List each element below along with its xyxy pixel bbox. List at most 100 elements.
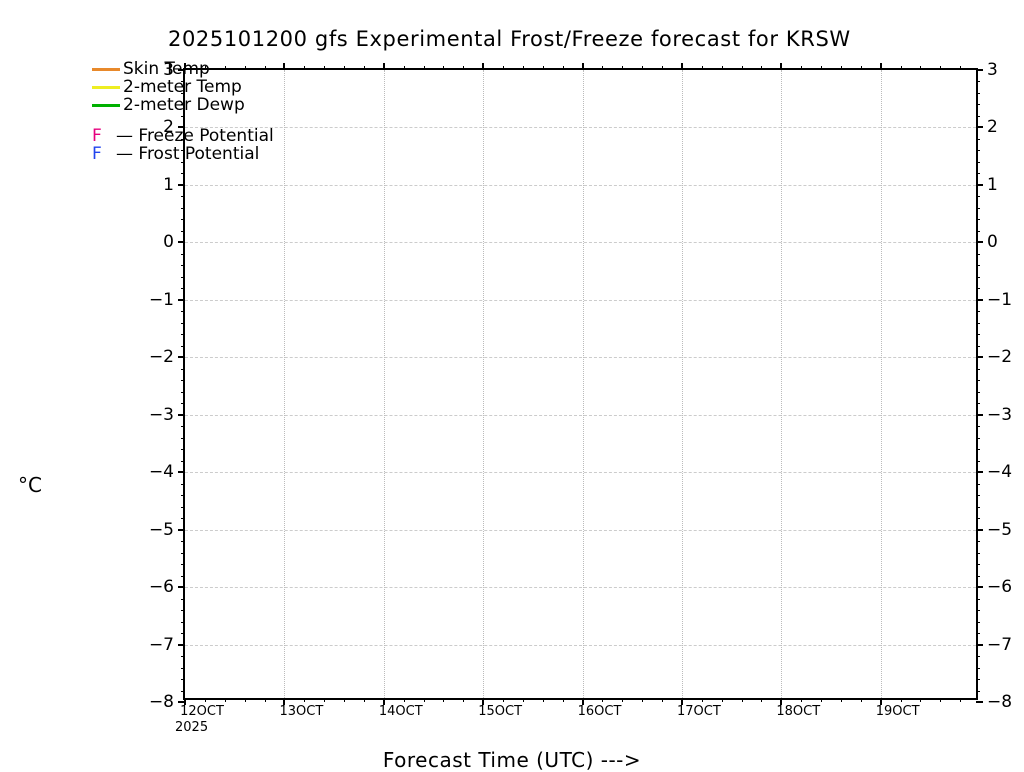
legend-marker-glyph-frost: F: [92, 144, 102, 164]
y-axis-minor-tick: [181, 564, 185, 566]
x-axis-minor-tick: [542, 698, 544, 702]
y-axis-minor-tick: [181, 667, 185, 669]
x-axis-minor-tick: [940, 66, 942, 70]
x-axis-tick: [780, 698, 783, 705]
x-axis-title: Forecast Time (UTC) --->: [382, 748, 642, 772]
legend-marker-glyph-freeze: F: [92, 126, 102, 146]
y-axis-minor-tick: [976, 621, 980, 623]
y-axis-tick-label: 1: [163, 174, 174, 195]
y-axis-minor-tick: [976, 437, 980, 439]
y-axis-minor-tick: [976, 679, 980, 681]
y-axis-minor-tick: [976, 276, 980, 278]
y-axis-minor-tick: [976, 564, 980, 566]
y-axis-tick: [178, 413, 185, 416]
y-axis-minor-tick: [976, 253, 980, 255]
plot-area: 3 2 1 0 −1 −2 −3 −4 −5 −6 −7 −8 3 2 1 0 −1 −2 −3 −4 −5 −6 −7 −…: [149, 60, 1012, 735]
y-axis-minor-tick: [976, 690, 980, 692]
legend-label-freeze-potential: — Freeze Potential: [116, 126, 274, 146]
x-axis-minor-tick: [721, 698, 723, 702]
legend-item-frost-potential: F — Frost Potential: [92, 145, 392, 163]
y-axis-minor-tick: [181, 265, 185, 267]
x-axis-tick-label: 18OCT: [776, 704, 821, 719]
x-axis-minor-tick: [821, 66, 822, 70]
x-axis-minor-tick: [701, 698, 703, 702]
legend-line-swatch-2m-temp: [92, 86, 120, 89]
y-axis-minor-tick: [181, 322, 185, 324]
x-axis-minor-tick: [741, 698, 743, 702]
y-axis-minor-tick: [181, 161, 185, 163]
y-axis-tick-label: 1: [987, 174, 998, 195]
x-axis-minor-tick: [940, 698, 942, 702]
y-axis-tick: [178, 298, 185, 301]
y-axis-minor-tick: [181, 104, 185, 106]
y-axis-minor-tick: [976, 598, 980, 600]
y-axis-title: °C: [18, 473, 42, 497]
x-axis-minor-tick: [562, 66, 564, 70]
y-axis-tick: [976, 69, 983, 71]
y-axis-minor-tick: [181, 207, 185, 209]
x-axis-tick-label: 16OCT: [577, 704, 622, 719]
y-axis-minor-tick: [181, 656, 185, 658]
y-axis-tick: [178, 643, 185, 646]
x-axis-minor-tick: [244, 698, 246, 702]
x-axis-minor-tick: [463, 698, 465, 702]
y-axis-tick-label: −6: [148, 577, 174, 598]
y-axis-minor-tick: [976, 345, 980, 347]
y-axis-tick-label: −8: [148, 692, 174, 712]
y-axis-minor-tick: [976, 161, 980, 163]
x-axis-minor-tick: [423, 66, 425, 70]
y-axis-minor-tick: [976, 656, 980, 658]
y-axis-minor-tick: [181, 575, 185, 577]
y-axis-tick-label: 0: [163, 232, 174, 253]
y-axis-minor-tick: [181, 115, 185, 117]
x-axis-minor-tick: [264, 698, 266, 702]
y-axis-minor-tick: [976, 426, 980, 428]
vertical-gridline: [284, 70, 286, 698]
y-axis-tick-label: −2: [148, 347, 174, 368]
y-axis-tick-label: −1: [987, 289, 1013, 310]
y-axis-minor-tick: [976, 150, 980, 152]
y-axis-tick-label: −6: [987, 577, 1013, 598]
y-axis-minor-tick: [976, 610, 980, 612]
y-axis-minor-tick: [181, 92, 185, 94]
y-axis-minor-tick: [181, 506, 185, 508]
x-axis-minor-tick: [244, 66, 246, 70]
y-axis-minor-tick: [181, 253, 185, 255]
x-axis-minor-tick: [900, 698, 902, 702]
y-axis-minor-tick: [976, 288, 980, 290]
y-axis-minor-tick: [976, 391, 980, 393]
x-axis-tick-label: 17OCT: [676, 704, 721, 719]
chart-title: 2025101200 gfs Experimental Frost/Freeze…: [168, 27, 851, 51]
y-axis-tick-label: −5: [987, 519, 1013, 540]
x-axis-minor-tick: [522, 66, 524, 70]
x-axis-tick: [283, 63, 286, 70]
horizontal-gridline: [185, 242, 976, 244]
x-axis-minor-tick: [403, 66, 405, 70]
y-axis-tick: [976, 183, 983, 186]
x-axis-minor-tick: [860, 698, 862, 702]
y-axis-tick: [976, 701, 983, 703]
y-axis-minor-tick: [181, 426, 185, 428]
x-axis-minor-tick: [741, 66, 743, 70]
x-axis-tick-label: 19OCT: [875, 704, 920, 719]
x-axis-minor-tick: [324, 698, 326, 702]
legend-label-2m-dewp: 2-meter Dewp: [123, 95, 245, 115]
y-axis-minor-tick: [976, 311, 980, 313]
horizontal-gridline: [185, 127, 976, 129]
y-axis-minor-tick: [181, 437, 185, 439]
x-axis-minor-tick: [503, 698, 504, 702]
y-axis-tick-label: 2: [987, 117, 998, 138]
y-axis-minor-tick: [976, 460, 980, 462]
x-axis-minor-tick: [443, 698, 445, 702]
x-axis-tick: [382, 63, 385, 70]
y-axis-tick: [178, 69, 185, 71]
x-axis-minor-tick: [701, 66, 703, 70]
x-axis-year-label: 2025: [175, 720, 209, 735]
x-axis-minor-tick: [622, 698, 624, 702]
x-axis-tick: [680, 698, 683, 705]
horizontal-gridline: [185, 414, 976, 416]
x-axis-minor-tick: [463, 66, 465, 70]
legend-item-freeze-potential: F — Freeze Potential: [92, 127, 392, 145]
x-axis-minor-tick: [562, 698, 564, 702]
legend-line-swatch-2m-dewp: [92, 104, 120, 107]
